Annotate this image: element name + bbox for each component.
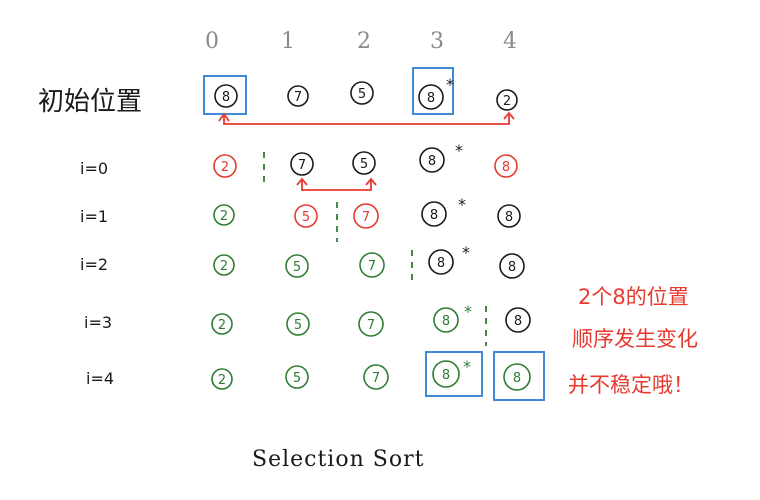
node-i1-0-value: 2: [220, 209, 228, 224]
node-initial-1-value: 7: [294, 90, 302, 105]
star-marker-initial: *: [446, 75, 454, 94]
node-i2-4-value: 8: [508, 260, 516, 275]
column-index-2: 2: [357, 29, 371, 54]
node-i4-0-value: 2: [218, 373, 226, 388]
node-i3-4-value: 8: [514, 314, 522, 329]
node-i3-0-value: 2: [218, 318, 226, 333]
diagram-caption: Selection Sort: [252, 447, 424, 472]
star-marker-i3: *: [464, 302, 472, 321]
row-i-4: i=4 2 5 7 8 * 8: [86, 352, 544, 400]
node-i0-3-value: 8: [428, 154, 436, 169]
node-i3-3-value: 8: [442, 314, 450, 329]
star-marker-i4: *: [463, 357, 471, 376]
node-initial-2-value: 5: [358, 87, 366, 102]
node-i0-2-value: 5: [360, 157, 368, 172]
node-i0-4-value: 8: [502, 160, 510, 175]
row-i-3: i=3 2 5 7 8 * 8: [84, 302, 530, 346]
row-label-i-0: i=0: [80, 159, 108, 178]
node-i4-2-value: 7: [372, 371, 380, 386]
initial-row-label: 初始位置: [38, 87, 142, 117]
row-i-1: i=1 2 5 7 8 * 8: [80, 195, 520, 242]
column-index-1: 1: [281, 29, 295, 54]
swap-arrow-i0: [302, 180, 371, 190]
swap-arrow-initial: [224, 115, 509, 124]
node-i4-4-value: 8: [513, 371, 521, 386]
row-label-i-2: i=2: [80, 255, 108, 274]
note-line-2: 顺序发生变化: [572, 327, 698, 351]
star-marker-i1: *: [458, 195, 466, 214]
stability-note: 2个8的位置 顺序发生变化 并不稳定哦！: [568, 285, 698, 397]
row-label-i-1: i=1: [80, 207, 108, 226]
node-i2-0-value: 2: [220, 259, 228, 274]
node-i1-3-value: 8: [430, 208, 438, 223]
node-i3-2-value: 7: [367, 318, 375, 333]
node-initial-4-value: 2: [503, 94, 511, 109]
node-i2-2-value: 7: [368, 259, 376, 274]
node-i4-3-value: 8: [442, 368, 450, 383]
node-initial-3-value: 8: [427, 91, 435, 106]
row-i-2: i=2 2 5 7 8 * 8: [80, 243, 524, 284]
note-line-3: 并不稳定哦！: [568, 373, 694, 397]
row-label-i-4: i=4: [86, 369, 114, 388]
node-i0-0-value: 2: [221, 160, 229, 175]
node-i2-1-value: 5: [293, 260, 301, 275]
column-index-4: 4: [503, 29, 517, 54]
initial-row: 8 7 5 8 * 2: [204, 68, 517, 124]
row-label-i-3: i=3: [84, 313, 112, 332]
node-i1-1-value: 5: [302, 210, 310, 225]
star-marker-i0: *: [455, 141, 463, 160]
node-i2-3-value: 8: [437, 256, 445, 271]
highlight-box-i4-3: [426, 352, 482, 396]
node-initial-0-value: 8: [222, 90, 230, 105]
row-i-0: i=0 2 7 5 8 * 8: [80, 141, 517, 190]
column-index-3: 3: [430, 29, 444, 54]
node-i3-1-value: 5: [294, 318, 302, 333]
node-i0-1-value: 7: [298, 158, 306, 173]
node-i1-2-value: 7: [362, 210, 370, 225]
node-i4-1-value: 5: [293, 371, 301, 386]
note-line-1: 2个8的位置: [578, 285, 689, 309]
node-i1-4-value: 8: [505, 210, 513, 225]
column-index-header: 0 1 2 3 4: [205, 29, 517, 54]
star-marker-i2: *: [462, 243, 470, 262]
column-index-0: 0: [205, 29, 219, 54]
